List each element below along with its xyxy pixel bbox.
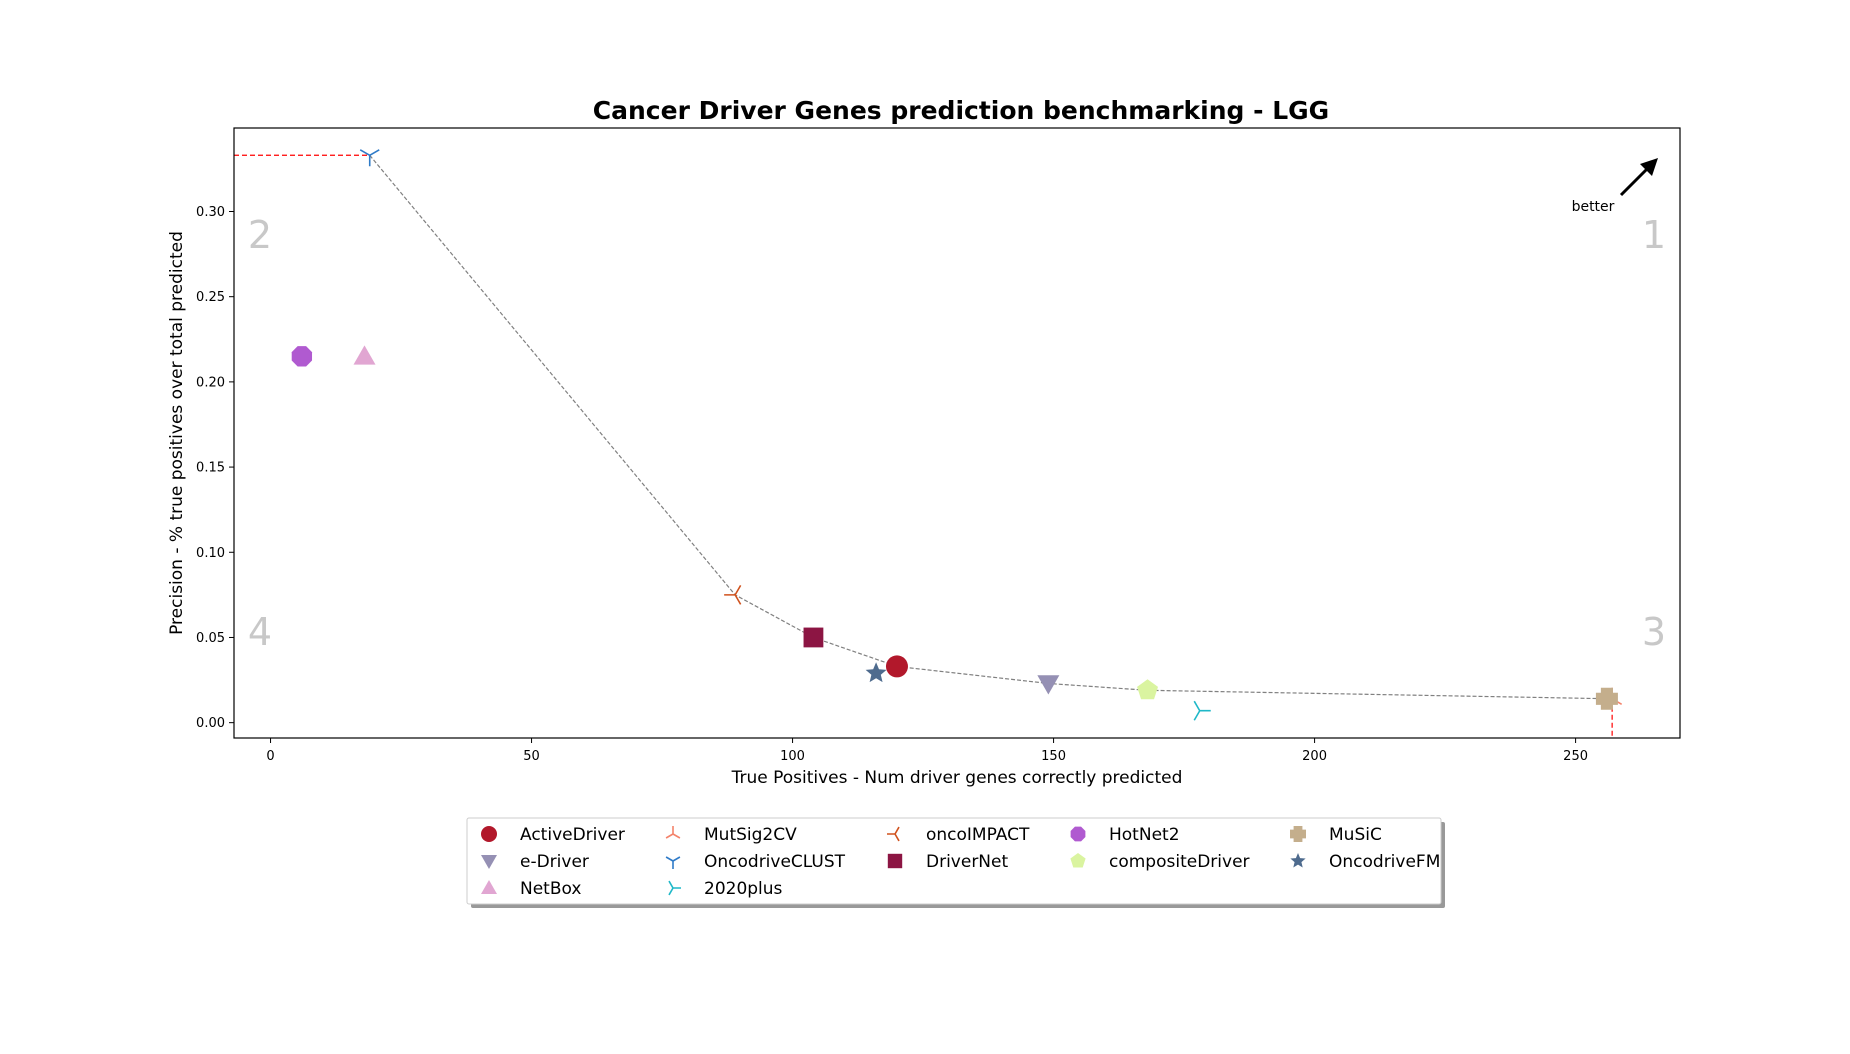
legend-box <box>466 817 1442 905</box>
quadrant-label-1: 1 <box>1642 213 1666 257</box>
legend-label-oncodrivefm: OncodriveFM <box>1329 852 1440 872</box>
point-2020plus <box>1193 700 1211 721</box>
y-tick-label: 0.20 <box>196 375 225 390</box>
y-tick-label: 0.25 <box>196 290 225 305</box>
x-axis-label: True Positives - Num driver genes correc… <box>731 768 1183 788</box>
x-tick-label: 150 <box>1041 749 1066 764</box>
better-label: better <box>1572 199 1615 215</box>
legend-label-netbox: NetBox <box>520 879 581 899</box>
legend-marker-oncodrivefm <box>1290 853 1306 868</box>
legend-label-2020plus: 2020plus <box>704 879 783 899</box>
legend-marker-netbox <box>481 880 497 894</box>
x-tick-label: 250 <box>1563 749 1588 764</box>
legend-label-oncoimpact: oncoIMPACT <box>926 825 1030 845</box>
x-tick-label: 200 <box>1302 749 1327 764</box>
legend-label-oncodriveclust: OncodriveCLUST <box>704 852 846 872</box>
legend-label-activedriver: ActiveDriver <box>520 825 625 845</box>
x-tick-label: 100 <box>780 749 805 764</box>
point-e-driver <box>1037 675 1060 695</box>
point-oncodriveclust <box>359 149 380 167</box>
y-tick-label: 0.00 <box>196 716 225 731</box>
legend-marker-2020plus <box>668 880 681 896</box>
legend-marker-oncodriveclust <box>665 856 681 869</box>
pareto-frontier-line <box>369 154 1613 700</box>
y-tick-label: 0.10 <box>196 546 225 561</box>
legend-marker-drivernet <box>887 853 903 869</box>
point-oncoimpact <box>724 584 742 605</box>
x-tick-label: 50 <box>523 749 540 764</box>
x-tick-label: 0 <box>266 749 274 764</box>
legend-label-hotnet2: HotNet2 <box>1109 825 1180 845</box>
legend-marker-compositedriver <box>1070 853 1086 868</box>
legend-marker-music <box>1290 826 1306 842</box>
quadrant-label-2: 2 <box>248 213 272 257</box>
y-tick-label: 0.05 <box>196 631 225 646</box>
legend-marker-e-driver <box>481 855 497 869</box>
point-drivernet <box>803 627 824 648</box>
better-arrowhead-icon <box>1640 158 1658 176</box>
y-tick-label: 0.30 <box>196 205 225 220</box>
legend-label-compositedriver: compositeDriver <box>1109 852 1250 872</box>
quadrant-label-4: 4 <box>248 610 272 654</box>
legend-label-mutsig2cv: MutSig2CV <box>704 825 797 845</box>
quadrant-label-3: 3 <box>1642 610 1666 654</box>
chart-title: Cancer Driver Genes prediction benchmark… <box>593 96 1329 125</box>
legend-marker-oncoimpact <box>887 826 900 842</box>
legend-label-music: MuSiC <box>1329 825 1382 845</box>
point-oncodrivefm <box>865 662 887 683</box>
point-hotnet2 <box>291 346 313 367</box>
legend-marker-hotnet2 <box>1070 826 1086 842</box>
plot-frame <box>233 127 1681 739</box>
legend-marker-mutsig2cv <box>665 826 681 839</box>
y-axis-label: Precision - % true positives over total … <box>167 231 187 635</box>
plot-area: 1 2 3 4 better <box>234 149 1666 738</box>
point-netbox <box>353 345 376 365</box>
legend-marker-activedriver <box>481 826 497 842</box>
point-compositedriver <box>1137 679 1158 700</box>
better-arrow-icon <box>1619 166 1650 197</box>
point-activedriver <box>885 655 908 678</box>
better-arrow-group: better <box>1572 158 1658 215</box>
legend: ActiveDriver MutSig2CV oncoIMPACT HotNet2 Mu… <box>466 817 1445 908</box>
axes: 0 50 100 150 200 250 0.00 0.05 0.10 0.15 0.20 0.25 0… <box>196 205 1588 764</box>
y-tick-label: 0.15 <box>196 461 225 476</box>
legend-label-e-driver: e-Driver <box>520 852 589 872</box>
legend-label-drivernet: DriverNet <box>926 852 1008 872</box>
point-music <box>1595 687 1618 710</box>
